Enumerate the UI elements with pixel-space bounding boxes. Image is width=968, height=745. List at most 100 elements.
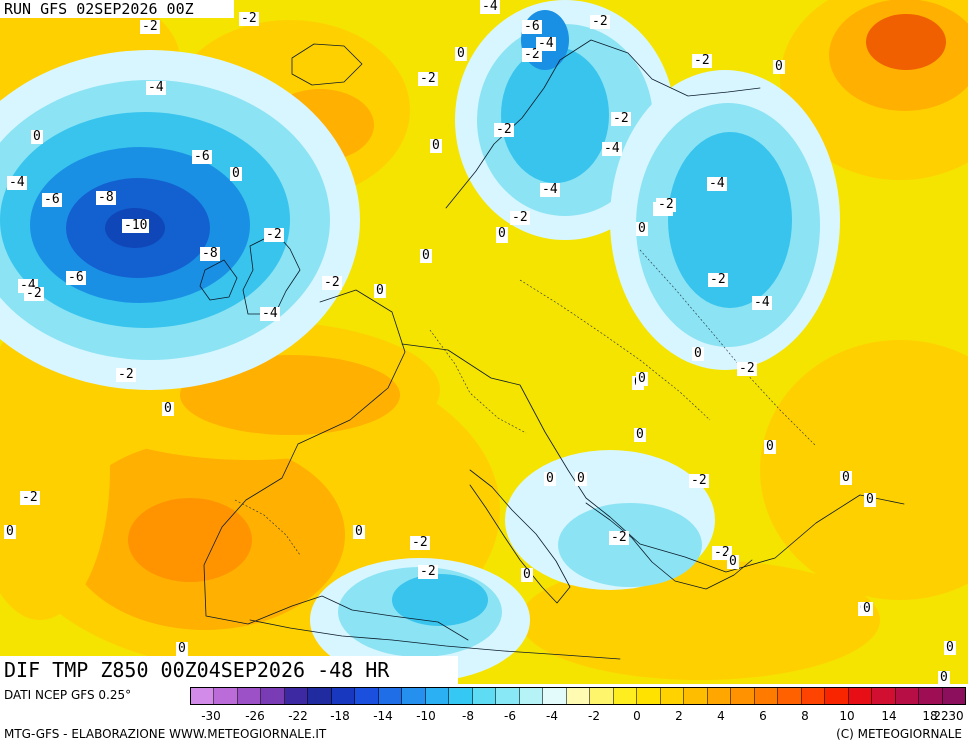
contour-label: -2 [522,47,542,62]
colorbar-tick-label: -6 [504,709,516,723]
colorbar-bin [707,688,732,704]
warm-field-southeast [760,340,968,600]
temperature-anomaly-map [0,0,968,684]
colorbar-bin [191,688,215,704]
contour-label: 0 [636,371,648,386]
coastline-north-africa [249,619,621,660]
colorbar-bin [778,688,802,704]
colorbar-tick-label: -22 [288,709,308,723]
warm-field-iberia-peak [128,498,252,582]
contour-label: 0 [544,471,556,486]
contour-label: -2 [609,530,629,545]
coastline-western-europe [203,289,469,641]
colorbar-bin [214,688,238,704]
coastline-balkans [585,502,753,590]
credit-right: (C) METEOGIORNALE [836,727,962,741]
colorbar-bin [425,688,450,704]
colorbar-bin [261,688,285,704]
border-france-germany [429,329,527,434]
contour-label: 0 [176,641,188,656]
contour-label: 0 [455,46,467,61]
contour-label: 0 [944,640,956,655]
colorbar-bin [472,688,497,704]
contour-label: 0 [230,166,242,181]
coastline-scandinavia [445,39,761,209]
contour-label: -2 [712,545,732,560]
contour-label: -2 [140,19,160,34]
contour-label: 0 [521,567,533,582]
contour-label: -4 [480,0,500,14]
colorbar-bin [543,688,567,704]
colorbar-bin [378,688,403,704]
cold-field-balkans-ring-2 [558,503,702,587]
contour-label: -2 [24,286,44,301]
contour-label: -2 [708,272,728,287]
contour-label: -2 [264,227,284,242]
product-title: DIF TMP Z850 00Z04SEP2026 -48 HR [0,656,458,684]
colorbar-bin [848,688,873,704]
colorbar-bin [637,688,661,704]
cold-anomaly-fields [0,0,840,682]
contour-label: 0 [420,248,432,263]
colorbar [190,687,966,705]
contour-label: -4 [260,306,280,321]
contour-label: -2 [494,122,514,137]
coastline-iceland [291,43,363,86]
contour-label: 0 [374,283,386,298]
contour-label: -2 [510,210,530,225]
cold-field-mediterranean-ring-3 [392,574,488,626]
contour-label: -2 [590,14,610,29]
cold-field-russia-ring-3 [668,132,792,308]
colorbar-bin [519,688,544,704]
contour-label: -2 [692,53,712,68]
contour-label: -2 [239,11,259,26]
contour-label: 0 [764,439,776,454]
colorbar-bin [801,688,826,704]
contour-label: -4 [752,295,772,310]
colorbar-tick-label: 10 [839,709,855,723]
contour-label: 0 [353,524,365,539]
contour-label: -2 [418,71,438,86]
contour-label: -4 [707,176,727,191]
colorbar-tick-label: -18 [330,709,350,723]
coastline-ireland [199,259,238,301]
colorbar-tick-label: -26 [245,709,265,723]
contour-label: -6 [42,192,62,207]
contour-label: -4 [146,80,166,95]
colorbar-bin [590,688,614,704]
colorbar-bin [942,688,965,704]
colorbar-tick-label: -10 [416,709,436,723]
colorbar-bin [308,688,332,704]
contour-label: 0 [861,601,873,616]
contour-label: -2 [656,197,676,212]
warm-field-east-atlantic [0,320,110,620]
contour-label: 0 [4,524,16,539]
contour-label: -6 [66,270,86,285]
colorbar-tick-label: 0 [633,709,641,723]
colorbar-tick-label: 2 [675,709,683,723]
colorbar-tick-label: 8 [801,709,809,723]
colorbar-tick-label: -8 [462,709,474,723]
colorbar-tick-label: -2 [588,709,600,723]
credit-left: MTG-GFS - ELABORAZIONE WWW.METEOGIORNALE… [4,727,327,741]
colorbar-tick-label: -30 [201,709,221,723]
colorbar-tick-label: 4 [717,709,725,723]
contour-label: 0 [864,492,876,507]
contour-label: 0 [938,670,950,684]
contour-label: 0 [634,427,646,442]
colorbar-bin [496,688,520,704]
colorbar-bin [684,688,708,704]
colorbar-bin [895,688,920,704]
colorbar-bin [284,688,309,704]
coastline-central-europe [401,343,905,573]
colorbar-bin [754,688,779,704]
coastline-outlines [199,39,905,660]
run-title: RUN GFS 02SEP2026 00Z [0,0,234,18]
contour-label: 0 [692,346,704,361]
contour-label: -8 [96,190,116,205]
contour-label: -10 [122,218,150,233]
contour-label: -6 [522,19,542,34]
contour-label: 0 [31,129,43,144]
colorbar-tick-label: -14 [373,709,393,723]
colorbar-tick-label: -4 [546,709,558,723]
